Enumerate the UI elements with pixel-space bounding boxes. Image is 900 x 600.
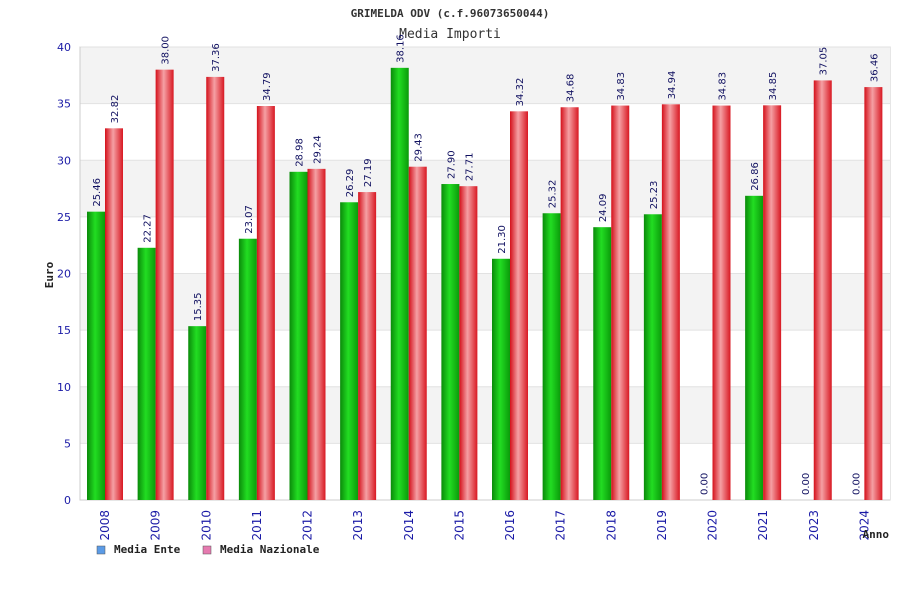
data-label: 21.30: [497, 225, 508, 254]
y-tick-label: 35: [57, 98, 71, 111]
data-label: 27.90: [446, 150, 457, 179]
data-label: 34.83: [718, 72, 729, 101]
y-tick-label: 10: [57, 381, 71, 394]
bar-media-nazionale: [408, 166, 427, 500]
bar-media-ente: [593, 227, 612, 500]
data-label: 0.00: [700, 473, 711, 495]
data-label: 37.05: [819, 47, 830, 76]
bar-media-nazionale: [105, 128, 123, 500]
data-label: 23.07: [244, 205, 255, 234]
x-tick-label: 2012: [301, 510, 315, 541]
x-tick-label: 2021: [756, 510, 770, 541]
data-label: 15.35: [193, 293, 204, 322]
data-label: 38.00: [161, 36, 172, 65]
data-label: 34.83: [616, 72, 627, 101]
y-tick-label: 25: [57, 211, 71, 224]
bar-media-ente: [289, 171, 308, 500]
x-tick-label: 2016: [503, 510, 517, 541]
data-label: 34.85: [768, 72, 779, 101]
legend-swatch-nazionale: [202, 545, 212, 555]
data-label: 25.46: [92, 178, 103, 207]
data-label: 36.46: [869, 53, 880, 82]
bar-media-ente: [492, 258, 510, 500]
bar-media-nazionale: [206, 76, 225, 500]
bar-media-ente: [441, 184, 460, 500]
data-label: 34.94: [667, 71, 678, 100]
x-tick-label: 2024: [857, 510, 871, 541]
bar-media-nazionale: [813, 80, 832, 500]
y-tick-label: 20: [57, 268, 71, 281]
x-axis-label: Anno: [863, 528, 890, 541]
y-tick-label: 30: [57, 154, 71, 167]
bar-media-ente: [188, 326, 207, 500]
x-tick-label: 2009: [149, 510, 163, 541]
data-label: 0.00: [801, 473, 812, 495]
x-tick-label: 2019: [655, 510, 669, 541]
data-label: 34.79: [262, 72, 273, 101]
legend-label-ente: Media Ente: [114, 543, 181, 556]
data-label: 27.19: [363, 158, 374, 187]
chart-title: GRIMELDA ODV (c.f.96073650044): [351, 7, 550, 20]
bar-media-nazionale: [864, 87, 883, 500]
bar-media-ente: [643, 214, 662, 500]
bar-media-ente: [238, 238, 257, 501]
data-label: 25.23: [649, 181, 660, 210]
bar-media-ente: [137, 247, 156, 500]
data-label: 25.32: [548, 180, 559, 209]
data-label: 34.32: [515, 78, 526, 107]
x-tick-label: 2010: [199, 510, 213, 541]
x-tick-label: 2008: [98, 510, 112, 541]
legend-label-nazionale: Media Nazionale: [220, 543, 320, 556]
data-label: 34.68: [566, 74, 577, 103]
y-tick-label: 15: [57, 324, 71, 337]
legend-swatch-ente: [96, 545, 106, 555]
x-tick-label: 2013: [351, 510, 365, 541]
bar-media-nazionale: [459, 186, 478, 500]
bar-media-nazionale: [712, 105, 731, 501]
data-label: 26.86: [750, 162, 761, 191]
data-label: 32.82: [110, 95, 121, 124]
data-label: 24.09: [598, 194, 609, 223]
data-label: 28.98: [295, 138, 306, 167]
y-tick-label: 40: [57, 41, 71, 54]
data-label: 27.71: [464, 153, 475, 182]
x-tick-label: 2023: [807, 510, 821, 541]
bar-media-ente: [745, 195, 764, 501]
bar-media-nazionale: [560, 107, 579, 501]
x-tick-label: 2014: [402, 510, 416, 541]
x-tick-label: 2011: [250, 510, 264, 541]
data-label: 29.43: [414, 133, 425, 162]
legend: Media Ente Media Nazionale: [96, 543, 320, 556]
bar-media-ente: [340, 202, 359, 500]
data-label: 26.29: [345, 169, 356, 198]
bar-media-ente: [542, 213, 561, 500]
bar-media-ente: [87, 211, 105, 500]
chart-subtitle: Media Importi: [399, 27, 501, 42]
data-label: 22.27: [143, 214, 154, 243]
y-tick-label: 0: [64, 494, 71, 507]
bar-media-ente: [390, 67, 409, 500]
x-tick-label: 2020: [706, 510, 720, 541]
bar-media-nazionale: [661, 104, 680, 500]
bar-media-nazionale: [510, 111, 528, 501]
data-label: 0.00: [851, 473, 862, 495]
data-label: 29.24: [313, 135, 324, 164]
x-tick-label: 2017: [554, 510, 568, 541]
bar-media-nazionale: [155, 69, 174, 501]
bar-media-nazionale: [358, 192, 377, 501]
bar-media-nazionale: [763, 105, 782, 500]
x-tick-label: 2015: [452, 510, 466, 541]
data-label: 37.36: [211, 43, 222, 72]
data-label: 38.16: [396, 34, 407, 63]
y-tick-label: 5: [64, 437, 71, 450]
bar-media-nazionale: [307, 168, 326, 500]
x-tick-label: 2018: [604, 510, 618, 541]
y-axis-label: Euro: [43, 261, 56, 288]
bar-media-nazionale: [611, 105, 630, 501]
bar-media-nazionale: [256, 106, 275, 501]
